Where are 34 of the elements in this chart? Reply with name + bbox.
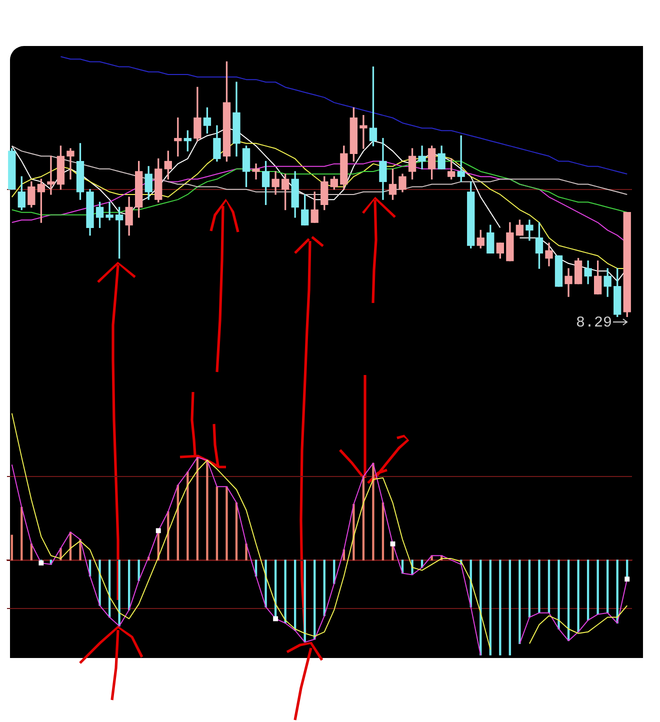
bar xyxy=(558,560,560,630)
bar xyxy=(10,534,13,560)
point xyxy=(273,616,278,622)
bar xyxy=(226,486,228,560)
bar xyxy=(577,560,580,632)
bar xyxy=(567,560,570,642)
bar xyxy=(528,560,531,618)
bar xyxy=(20,506,23,560)
bar xyxy=(586,560,590,621)
bar xyxy=(294,560,296,631)
bar xyxy=(206,460,208,560)
bar xyxy=(538,560,540,614)
annotation: 8.29 xyxy=(576,314,612,332)
bar xyxy=(118,560,120,626)
bar xyxy=(98,560,101,606)
bar xyxy=(489,560,492,656)
bar xyxy=(372,462,374,560)
bar xyxy=(128,560,130,610)
point xyxy=(390,541,396,546)
bar xyxy=(508,560,512,656)
bar xyxy=(284,560,286,624)
point xyxy=(624,576,630,582)
bar xyxy=(304,560,306,643)
bar xyxy=(323,560,326,616)
bar xyxy=(606,560,609,614)
bar xyxy=(264,560,267,608)
bar xyxy=(499,560,502,656)
point xyxy=(156,528,161,534)
bar xyxy=(596,560,599,615)
bar xyxy=(314,560,316,640)
bar xyxy=(216,486,218,560)
bar xyxy=(518,560,521,644)
bar xyxy=(196,456,199,560)
bar xyxy=(548,560,550,614)
